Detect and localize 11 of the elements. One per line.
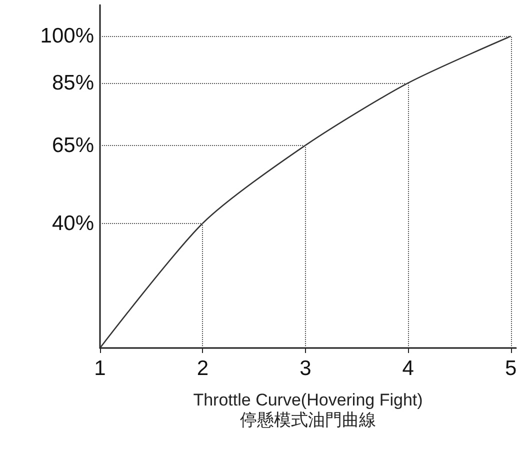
- y-tick-label: 85%: [52, 71, 94, 94]
- y-tick-label: 40%: [52, 212, 94, 235]
- x-tick-label: 2: [196, 357, 209, 380]
- line-series: [99, 36, 512, 349]
- x-axis-title: Throttle Curve(Hovering Fight) 停懸模式油門曲線: [193, 390, 423, 430]
- y-tick-label: 65%: [52, 134, 94, 157]
- x-tick-label: 4: [402, 357, 414, 380]
- x-tick-label: 5: [505, 357, 517, 380]
- x-tick-label: 1: [94, 357, 106, 380]
- x-tick-label: 3: [300, 357, 312, 380]
- y-tick-label: 100%: [40, 24, 94, 48]
